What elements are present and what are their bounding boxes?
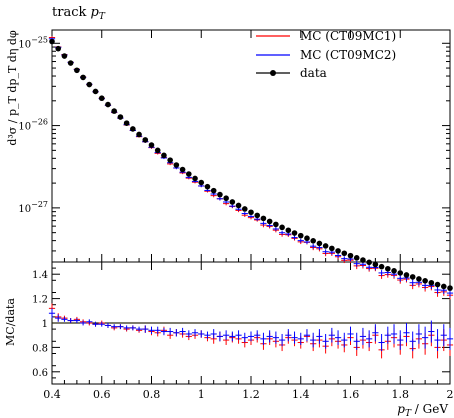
x-tick-label: 1.6 bbox=[342, 388, 360, 401]
main-y-ticks: 10−25 10−26 10−27 bbox=[18, 35, 450, 252]
data-point bbox=[123, 120, 130, 126]
data-point bbox=[391, 267, 397, 274]
data-point bbox=[179, 166, 186, 173]
ratio-y-tick-label: 1.2 bbox=[32, 295, 48, 306]
data-point bbox=[409, 274, 416, 280]
data-point bbox=[260, 215, 267, 222]
data-point bbox=[440, 283, 447, 290]
data-point bbox=[266, 218, 273, 225]
data-point bbox=[279, 224, 285, 231]
data-point bbox=[136, 131, 142, 138]
data-point bbox=[329, 245, 335, 252]
data-point bbox=[385, 265, 391, 272]
data-point bbox=[372, 261, 379, 268]
data-point bbox=[353, 255, 360, 261]
data-point bbox=[217, 191, 223, 198]
main-y-tick-label: 10−25 bbox=[18, 35, 48, 50]
data-point bbox=[403, 272, 410, 278]
ratio-y-tick-label: 0.8 bbox=[32, 343, 48, 354]
data-point bbox=[304, 235, 310, 242]
legend-label-mc2: MC (CT09MC2) bbox=[300, 48, 396, 62]
x-ticks: 0.4 0.6 0.8 1 1.2 1.4 1.6 1.8 2 bbox=[43, 30, 454, 401]
main-y-axis-label: d³σ / p_T dp_T dη dφ bbox=[6, 30, 19, 146]
legend-label-data: data bbox=[300, 66, 327, 80]
data-point bbox=[80, 74, 86, 81]
x-tick-label: 1 bbox=[198, 388, 205, 401]
data-point bbox=[447, 285, 453, 291]
data-point bbox=[167, 157, 173, 163]
data-point bbox=[192, 175, 198, 182]
x-axis-label: pT / GeV bbox=[397, 402, 448, 418]
data-point bbox=[105, 101, 111, 108]
legend-swatch-data-marker bbox=[270, 70, 276, 76]
data-point bbox=[49, 38, 55, 45]
data-point bbox=[360, 257, 366, 263]
main-y-tick-label: 10−27 bbox=[18, 200, 48, 215]
data-point bbox=[316, 240, 323, 247]
data-point bbox=[310, 238, 316, 244]
data-point bbox=[235, 202, 242, 209]
data-point bbox=[248, 209, 254, 216]
data-point bbox=[74, 67, 80, 74]
data-point bbox=[186, 171, 192, 177]
ratio-y-tick-label: 1.4 bbox=[32, 270, 48, 281]
x-tick-label: 0.8 bbox=[143, 388, 161, 401]
data-point bbox=[428, 279, 435, 286]
data-point bbox=[422, 278, 428, 284]
ratio-y-tick-label: 1 bbox=[42, 319, 48, 330]
main-series-layer bbox=[48, 36, 454, 300]
data-point bbox=[322, 243, 329, 249]
data-point bbox=[210, 187, 217, 194]
data-point bbox=[297, 232, 304, 239]
data-point bbox=[223, 195, 229, 202]
x-tick-label: 2 bbox=[447, 388, 454, 401]
data-point bbox=[378, 263, 385, 270]
data-point bbox=[204, 183, 211, 190]
data-point bbox=[341, 250, 348, 257]
data-point bbox=[285, 227, 292, 234]
data-point bbox=[434, 281, 441, 288]
data-point bbox=[229, 199, 236, 205]
data-point bbox=[86, 81, 93, 88]
data-point bbox=[161, 152, 167, 159]
data-point bbox=[130, 126, 136, 132]
data-point bbox=[142, 137, 149, 143]
ratio-y-tick-label: 0.6 bbox=[32, 368, 48, 379]
x-tick-label: 1.8 bbox=[392, 388, 410, 401]
x-tick-label: 0.4 bbox=[43, 388, 61, 401]
main-panel-frame bbox=[51, 29, 451, 263]
data-point bbox=[98, 95, 105, 102]
data-point bbox=[61, 53, 68, 59]
data-point bbox=[111, 108, 117, 114]
data-point bbox=[241, 206, 248, 212]
ratio-series-layer bbox=[48, 303, 454, 359]
x-tick-label: 0.6 bbox=[93, 388, 111, 401]
data-point bbox=[148, 142, 155, 148]
data-point bbox=[55, 45, 62, 52]
data-point bbox=[335, 248, 341, 254]
data-point bbox=[117, 114, 124, 120]
data-point bbox=[397, 270, 404, 276]
data-point bbox=[291, 230, 298, 236]
legend-label-mc1: MC (CT09MC1) bbox=[300, 29, 396, 43]
data-point bbox=[67, 60, 74, 66]
x-tick-label: 1.4 bbox=[292, 388, 310, 401]
data-point bbox=[92, 88, 99, 95]
data-point bbox=[254, 212, 261, 219]
data-point bbox=[154, 147, 161, 154]
data-point bbox=[273, 221, 279, 228]
legend: MC (CT09MC1) MC (CT09MC2) data bbox=[256, 29, 396, 80]
ratio-y-axis-label: MC/data bbox=[4, 298, 17, 346]
data-point bbox=[366, 259, 372, 266]
data-point bbox=[173, 162, 180, 168]
x-tick-label: 1.2 bbox=[242, 388, 260, 401]
main-y-tick-label: 10−26 bbox=[18, 118, 48, 133]
data-point bbox=[347, 252, 354, 259]
data-point bbox=[198, 179, 205, 186]
chart-title: track pT bbox=[52, 5, 106, 22]
data-point bbox=[416, 276, 422, 282]
